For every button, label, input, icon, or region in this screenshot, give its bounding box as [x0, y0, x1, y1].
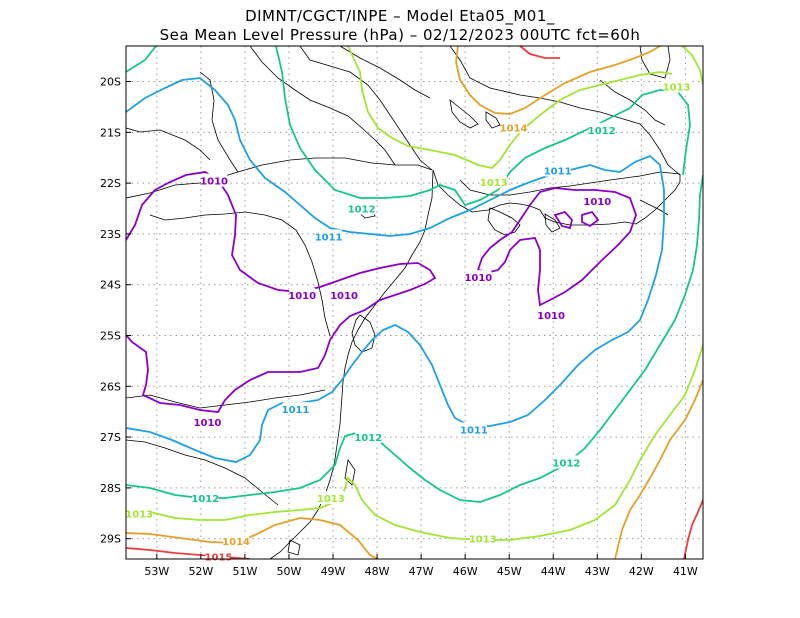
isobar-label-1013: 1013	[317, 491, 345, 505]
isobar-label-1010: 1010	[288, 287, 316, 302]
isobar-label-text: 1010	[200, 177, 228, 188]
y-tick-label: 27S	[100, 431, 121, 444]
isobar-label-text: 1011	[282, 405, 310, 416]
isobar-label-text: 1013	[317, 494, 345, 505]
isobar-label-1015: 1015	[205, 549, 233, 563]
y-tick-label: 29S	[100, 533, 121, 546]
isobar-label-1012: 1012	[553, 455, 581, 469]
x-tick-label: 52W	[188, 565, 213, 578]
isobar-label-text: 1014	[222, 537, 250, 548]
isobar-label-text: 1013	[480, 178, 508, 189]
map-layers	[126, 46, 703, 559]
isobar-label-1011: 1011	[315, 229, 343, 243]
isobar-label-text: 1011	[315, 232, 343, 243]
y-tick-label: 24S	[100, 279, 121, 292]
x-tick-label: 47W	[409, 565, 434, 578]
x-tick-label: 44W	[541, 565, 566, 578]
isobar-label-text: 1013	[663, 83, 691, 94]
isobar-label-1013: 1013	[125, 506, 153, 520]
plot-frame	[125, 45, 704, 560]
isobar-label-1010: 1010	[537, 308, 565, 322]
x-tick-label: 53W	[144, 565, 169, 578]
isobar-labels: 1010 1010 1010 1010 1010 1010 1010 1011 1011 1011…	[125, 79, 691, 563]
y-tick-label: 22S	[100, 177, 121, 190]
y-tick-label: 25S	[100, 330, 121, 343]
y-tick-label: 26S	[100, 380, 121, 393]
isobar-label-text: 1013	[125, 509, 153, 520]
isobar-label-1012: 1012	[191, 491, 219, 505]
x-tick-label: 45W	[497, 565, 522, 578]
isobar-label-text: 1010	[288, 291, 316, 302]
isobar-label-1010: 1010	[200, 173, 228, 188]
isobar-label-text: 1012	[348, 205, 376, 216]
isobar-label-text: 1012	[588, 126, 616, 137]
isobar-label-1010: 1010	[194, 414, 222, 429]
isobar-label-1010: 1010	[330, 287, 358, 302]
isobar-lines	[126, 46, 703, 559]
isobar-label-1013: 1013	[663, 79, 691, 94]
isobar-label-text: 1015	[205, 552, 233, 563]
isobar-label-1014: 1014	[222, 534, 250, 548]
isobar-label-1011: 1011	[282, 402, 310, 416]
x-tick-label: 42W	[629, 565, 654, 578]
x-tick-label: 51W	[232, 565, 257, 578]
x-tick-label: 49W	[321, 565, 346, 578]
isobar-label-1012: 1012	[348, 201, 376, 216]
isobar-label-text: 1010	[194, 418, 222, 429]
x-tick-label: 48W	[365, 565, 390, 578]
y-axis-ticks: 20S 21S 22S 23S 24S 25S 26S 27S 28S 29S	[100, 76, 131, 546]
map-title-line2: Sea Mean Level Pressure (hPa) – 02/12/20…	[159, 26, 641, 44]
isobar-label-text: 1012	[553, 458, 581, 469]
isobar-label-text: 1014	[500, 123, 528, 134]
isobar-label-1013: 1013	[469, 531, 497, 546]
x-tick-label: 41W	[673, 565, 698, 578]
isobar-label-text: 1010	[330, 291, 358, 302]
isobar-label-1010: 1010	[464, 270, 492, 284]
isobar-label-1013: 1013	[480, 175, 508, 189]
isobar-label-1010: 1010	[583, 193, 611, 208]
y-tick-label: 21S	[100, 126, 121, 139]
isobar-label-text: 1010	[537, 311, 565, 322]
y-tick-label: 20S	[100, 76, 121, 89]
isobar-label-text: 1011	[460, 425, 488, 436]
y-tick-label: 23S	[100, 228, 121, 241]
x-tick-label: 46W	[453, 565, 478, 578]
isobar-label-text: 1012	[354, 433, 382, 444]
x-tick-label: 50W	[277, 565, 302, 578]
isobar-label-1012: 1012	[588, 122, 616, 137]
x-tick-label: 43W	[585, 565, 610, 578]
isobar-label-text: 1010	[583, 197, 611, 208]
isobar-label-1011: 1011	[460, 422, 488, 436]
isobar-label-text: 1013	[469, 535, 497, 546]
map-title-line1: DIMNT/CGCT/INPE – Model Eta05_M01_	[245, 7, 555, 25]
x-axis-ticks: 53W 52W 51W 50W 49W 48W 47W 46W 45W 44W 43W 42W 41W	[144, 554, 698, 578]
isobar-label-1011: 1011	[544, 163, 572, 177]
isobar-label-1012: 1012	[354, 430, 382, 444]
isobar-label-text: 1012	[191, 494, 219, 505]
isobar-label-text: 1010	[464, 273, 492, 284]
y-tick-label: 28S	[100, 482, 121, 495]
isobar-label-1014: 1014	[500, 120, 528, 134]
isobar-label-text: 1011	[544, 166, 572, 177]
